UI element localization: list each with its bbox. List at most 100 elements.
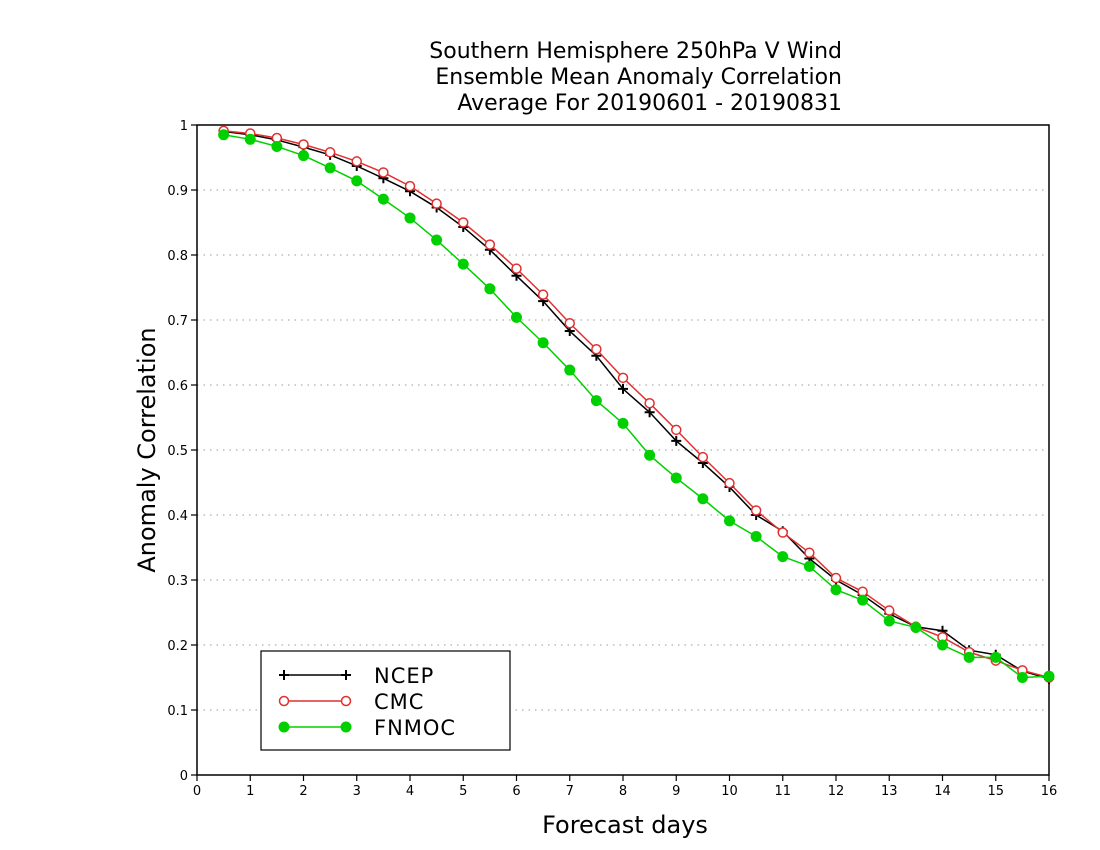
x-tick-label: 14 (934, 784, 951, 799)
data-point (830, 572, 842, 584)
data-point (484, 239, 496, 250)
x-tick-label: 3 (353, 784, 361, 799)
x-tick-label: 1 (246, 784, 254, 799)
y-tick-label: 0 (180, 769, 188, 784)
data-point (883, 615, 895, 627)
y-tick-label: 0.5 (167, 444, 188, 459)
series-line (223, 130, 1050, 679)
legend-item-fnmoc: FNMOC (278, 716, 456, 740)
data-point (377, 193, 389, 205)
data-point (279, 670, 289, 680)
title-line-2: Ensemble Mean Anomaly Correlation (435, 65, 842, 90)
data-point (511, 263, 522, 274)
data-point (617, 372, 629, 384)
data-point (378, 167, 389, 178)
data-point (537, 289, 549, 300)
data-point (458, 217, 469, 228)
x-tick-label: 16 (1041, 784, 1058, 799)
y-tick-label: 0.6 (167, 379, 188, 394)
data-point (644, 407, 655, 418)
series-line (223, 134, 1050, 679)
data-point (750, 505, 762, 516)
data-point (404, 180, 416, 192)
data-point (431, 198, 442, 209)
legend-label: CMC (374, 690, 424, 714)
series-cmc (218, 125, 1055, 683)
legend-item-cmc: CMC (278, 690, 424, 714)
data-point (803, 560, 815, 572)
data-point (884, 605, 895, 616)
x-tick-label: 4 (406, 784, 414, 799)
y-tick-label: 0.1 (167, 704, 188, 719)
data-point (617, 417, 629, 429)
x-tick-label: 13 (881, 784, 898, 799)
data-point (278, 721, 290, 733)
data-point (324, 162, 336, 174)
data-point (750, 530, 762, 542)
y-axis-label: Anomaly Correlation (133, 327, 161, 572)
data-point (404, 212, 416, 224)
data-point (1043, 670, 1055, 682)
data-point (644, 397, 655, 409)
data-point (351, 156, 362, 167)
legend-item-ncep: NCEP (279, 664, 433, 688)
y-tick-label: 0.3 (167, 574, 188, 589)
data-point (351, 175, 363, 187)
data-point (990, 651, 1002, 663)
data-point (697, 451, 709, 463)
data-point (298, 150, 309, 162)
data-point (777, 527, 788, 538)
data-point (777, 551, 789, 563)
y-tick-label: 0.7 (167, 314, 188, 329)
data-point (857, 594, 869, 606)
y-tick-label: 0.2 (167, 639, 188, 654)
series-lines (218, 125, 1055, 684)
x-tick-label: 8 (619, 784, 627, 799)
data-point (244, 133, 256, 145)
x-tick-label: 11 (774, 784, 791, 799)
x-axis-label: Forecast days (542, 811, 708, 839)
data-point (671, 424, 682, 436)
data-point (618, 383, 628, 394)
data-point (830, 584, 842, 596)
y-tick-label: 0.9 (167, 184, 188, 199)
y-tick-label: 0.4 (167, 509, 188, 524)
data-point (537, 337, 549, 349)
x-tick-label: 6 (512, 784, 520, 799)
data-point (724, 477, 735, 489)
data-point (341, 670, 351, 680)
data-point (591, 344, 602, 355)
series-fnmoc (218, 129, 1055, 683)
legend-label: FNMOC (374, 716, 456, 740)
data-point (564, 318, 575, 329)
data-point (564, 364, 576, 376)
x-tick-label: 15 (987, 784, 1004, 799)
data-point (271, 140, 283, 152)
x-tick-label: 5 (459, 784, 467, 799)
axis-ticks: 00.10.20.30.40.50.60.70.80.910 1 2 3 4 5 6 7 8 9 1… (167, 119, 1057, 799)
data-point (484, 283, 496, 295)
y-tick-label: 0.8 (167, 249, 188, 264)
data-point (724, 515, 735, 527)
data-point (644, 449, 656, 461)
data-point (511, 311, 522, 323)
data-point (278, 695, 290, 707)
grid-lines (197, 189, 1049, 711)
title-line-3: Average For 20190601 - 20190831 (457, 91, 842, 116)
data-point (937, 639, 948, 651)
data-point (670, 472, 682, 484)
series-line (223, 130, 1050, 680)
data-point (340, 721, 352, 733)
data-point (298, 139, 309, 150)
data-point (1016, 672, 1028, 683)
data-point (910, 621, 922, 633)
x-tick-label: 2 (299, 784, 307, 799)
data-point (671, 435, 682, 446)
data-point (340, 695, 352, 707)
data-point (804, 547, 815, 558)
data-point (457, 258, 469, 270)
data-point (218, 129, 230, 141)
data-point (590, 395, 602, 407)
data-point (324, 147, 336, 158)
title-line-1: Southern Hemisphere 250hPa V Wind (429, 39, 842, 64)
